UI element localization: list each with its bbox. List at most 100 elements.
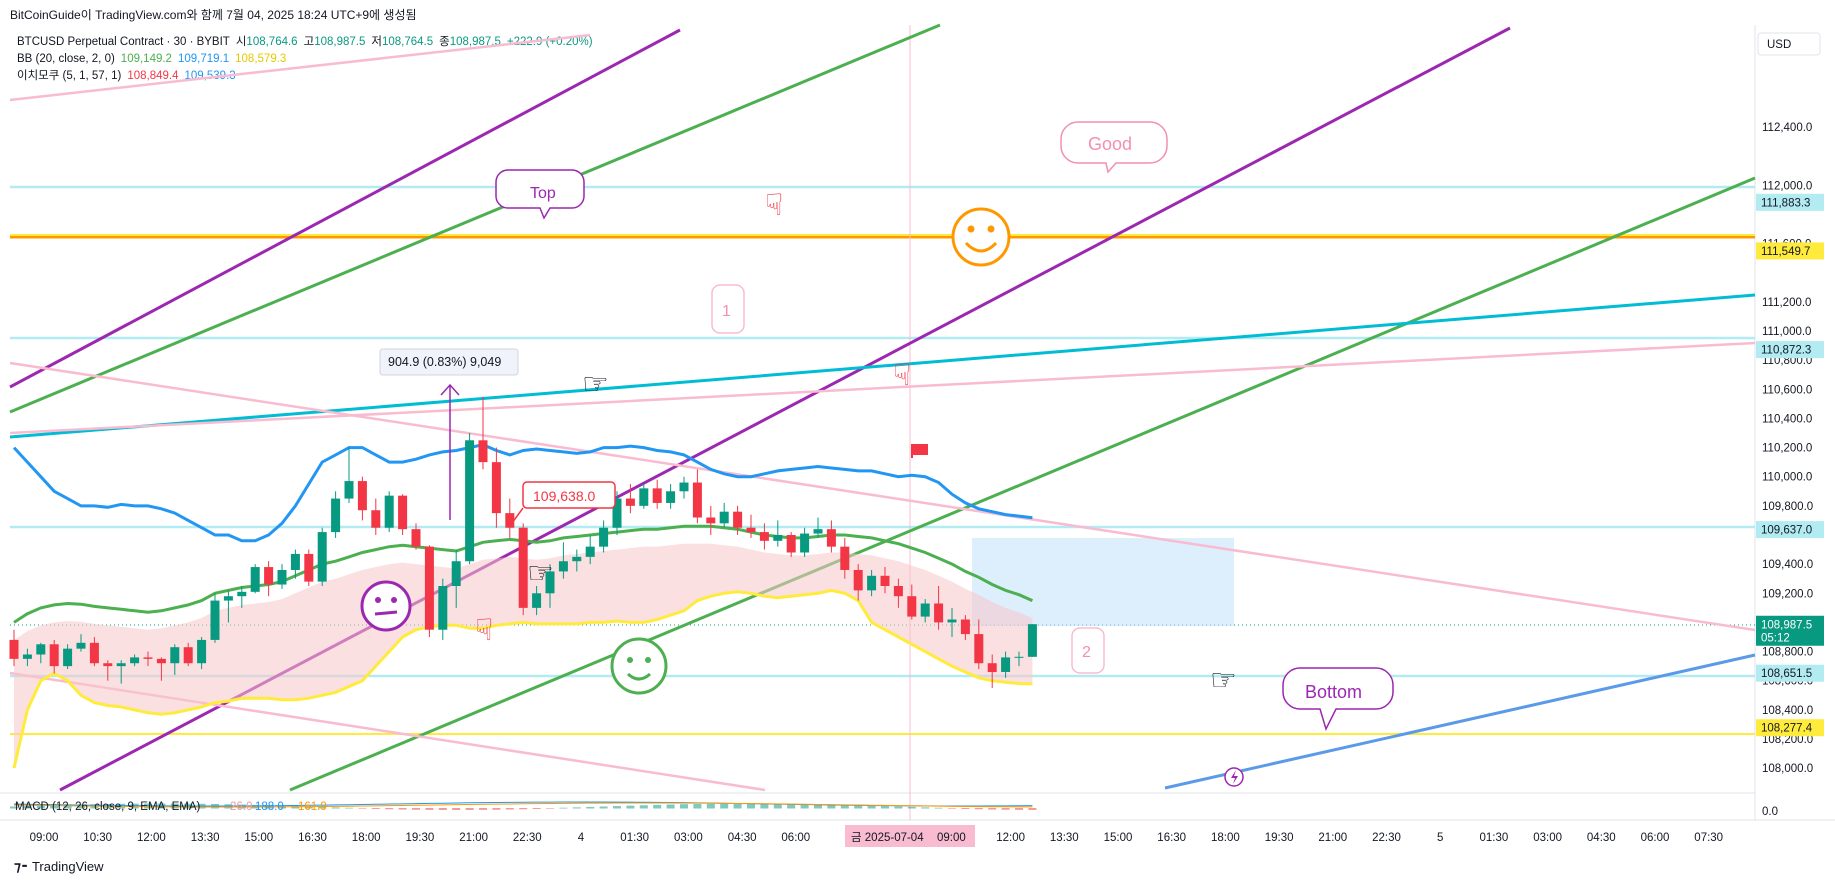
wave-label-2[interactable] (1071, 627, 1105, 674)
candle[interactable] (250, 564, 260, 594)
hand-pointer-down-icon[interactable]: ☟ (893, 359, 911, 392)
candle[interactable] (170, 644, 180, 675)
candle[interactable] (558, 542, 568, 579)
candle[interactable] (585, 535, 595, 565)
candle[interactable] (277, 564, 287, 589)
wave-label-1[interactable] (711, 284, 745, 334)
candle[interactable] (786, 532, 796, 557)
candle[interactable] (880, 567, 890, 594)
candle[interactable] (237, 586, 247, 608)
candle[interactable] (692, 469, 702, 524)
callout-top[interactable] (495, 169, 585, 220)
hand-pointer-right-icon[interactable]: ☞ (527, 557, 554, 590)
candle[interactable] (746, 514, 756, 538)
candle[interactable] (733, 505, 743, 535)
trendline-pink-descending[interactable] (9, 361, 1756, 632)
candle[interactable] (532, 586, 542, 616)
candle[interactable] (491, 447, 501, 528)
candle[interactable] (290, 549, 300, 579)
candle[interactable] (36, 642, 46, 664)
candle[interactable] (49, 639, 59, 674)
candle[interactable] (478, 396, 488, 470)
candle[interactable] (1027, 624, 1037, 657)
candle[interactable] (210, 593, 220, 643)
candle[interactable] (947, 607, 957, 637)
candle[interactable] (384, 491, 394, 533)
candle[interactable] (76, 634, 86, 652)
candle[interactable] (987, 654, 997, 688)
candle[interactable] (974, 619, 984, 670)
candle[interactable] (960, 615, 970, 640)
candle[interactable] (840, 537, 850, 579)
candle[interactable] (304, 549, 314, 586)
candle[interactable] (130, 654, 140, 667)
trendline-blue-support[interactable] (1164, 653, 1756, 790)
candle[interactable] (22, 648, 32, 667)
macd-label[interactable]: MACD (12, 26, close, 9, EMA, EMA) (15, 801, 201, 813)
candle[interactable] (572, 549, 582, 572)
candle[interactable] (518, 523, 528, 616)
symbol-title[interactable]: BTCUSD Perpetual Contract · 30 · BYBIT (17, 36, 230, 48)
candle[interactable] (505, 498, 515, 538)
ichimoku-indicator-label[interactable]: 이치모쿠 (5, 1, 57, 1) (17, 70, 122, 82)
candle[interactable] (719, 502, 729, 528)
candle[interactable] (116, 660, 126, 684)
candle[interactable] (411, 523, 421, 550)
candle[interactable] (89, 637, 99, 667)
candle[interactable] (371, 498, 381, 535)
candle[interactable] (331, 491, 341, 538)
candle[interactable] (317, 527, 327, 586)
candle[interactable] (826, 520, 836, 553)
candle[interactable] (197, 637, 207, 670)
candle[interactable] (934, 586, 944, 630)
hand-pointer-right-icon[interactable]: ☞ (1210, 664, 1237, 697)
bb-indicator-label[interactable]: BB (20, close, 2, 0) (17, 53, 115, 65)
candle[interactable] (679, 476, 689, 499)
time-axis[interactable]: 09:00 10:30 12:00 13:30 15:00 16:30 18:00 19:30… (30, 832, 1723, 844)
trendline-green-upper[interactable] (9, 23, 941, 414)
candle[interactable] (907, 584, 917, 620)
measure-label-box[interactable] (379, 348, 519, 376)
smiley-happy-orange-icon[interactable] (951, 207, 1011, 267)
trendline-purple-upper[interactable] (9, 28, 681, 389)
trendline-green-lower[interactable] (289, 176, 1756, 792)
candle[interactable] (344, 447, 354, 503)
hand-pointer-right-icon[interactable]: ☞ (582, 368, 609, 401)
candle[interactable] (773, 520, 783, 547)
candle[interactable] (9, 629, 19, 667)
bb-lower-line[interactable] (12, 588, 1033, 769)
candle[interactable] (1001, 651, 1011, 678)
candle[interactable] (893, 578, 903, 608)
candle[interactable] (545, 564, 555, 608)
candle[interactable] (438, 578, 448, 640)
hand-pointer-down-icon[interactable]: ☟ (475, 614, 493, 647)
candle[interactable] (625, 484, 635, 514)
callout-good[interactable] (1060, 121, 1168, 174)
smiley-happy-green-icon[interactable] (610, 637, 668, 695)
candle[interactable] (867, 569, 877, 597)
candle[interactable] (357, 476, 367, 521)
candle[interactable] (800, 527, 810, 557)
candle[interactable] (652, 479, 662, 509)
candle[interactable] (759, 523, 769, 550)
candle[interactable] (398, 494, 408, 535)
candle[interactable] (183, 642, 193, 667)
candle[interactable] (666, 484, 676, 509)
candle[interactable] (451, 549, 461, 608)
trendline-pink-upper[interactable] (9, 341, 1756, 435)
candle[interactable] (813, 517, 823, 538)
hand-pointer-down-icon[interactable]: ☟ (765, 189, 783, 222)
callout-bottom[interactable] (1282, 667, 1394, 732)
flag-icon[interactable] (912, 444, 928, 455)
price-marker-box[interactable] (522, 481, 616, 509)
candle[interactable] (706, 505, 716, 535)
candle[interactable] (465, 433, 475, 565)
candle[interactable] (223, 590, 233, 623)
candle[interactable] (143, 651, 153, 667)
candle[interactable] (599, 520, 609, 553)
candle[interactable] (920, 599, 930, 623)
candle[interactable] (612, 491, 622, 535)
candle[interactable] (156, 657, 166, 681)
bb-upper-line[interactable] (12, 443, 1033, 543)
